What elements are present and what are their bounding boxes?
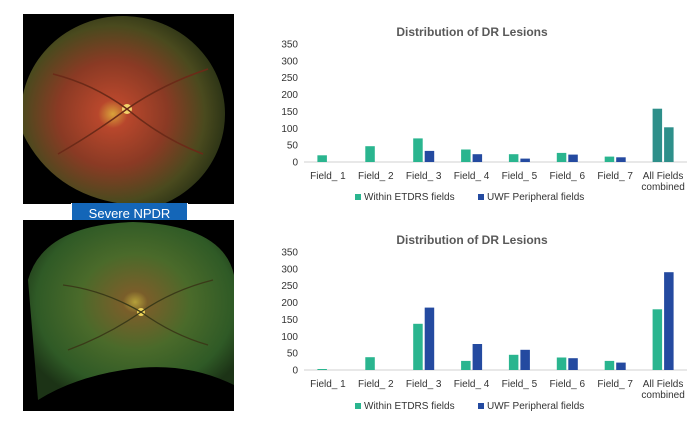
x-tick-label: Field_ 5	[502, 171, 538, 182]
x-tick-label: Field_ 3	[406, 379, 442, 390]
chart-bottom: Distribution of DR Lesions 0 50 100 150 200 2…	[262, 226, 692, 426]
legend-label-uwf: UWF Peripheral fields	[487, 192, 584, 203]
y-tick-label: 250	[281, 281, 298, 292]
bar-within-3	[413, 323, 423, 370]
y-tick-label: 150	[281, 107, 298, 118]
x-tick-label: Field_ 4	[454, 171, 490, 182]
bar-within-5	[508, 154, 519, 162]
bar-within-1	[317, 369, 327, 370]
chart-title: Distribution of DR Lesions	[396, 233, 548, 247]
chart-title: Distribution of DR Lesions	[396, 25, 548, 39]
bar-within-6	[556, 152, 567, 162]
x-tick-label: All Fields combined	[641, 171, 684, 193]
x-tick-label: All Fields combined	[641, 379, 684, 401]
x-tick-label: Field_ 6	[550, 171, 586, 182]
x-tick-label: Field_ 6	[550, 379, 586, 390]
chart-svg-bottom: Distribution of DR Lesions 0 50 100 150 200 2…	[281, 233, 687, 412]
y-tick-label: 50	[287, 141, 299, 152]
y-tick-label: 350	[281, 248, 298, 259]
x-tick-label: Field_ 7	[597, 379, 633, 390]
x-tick-label: Field_ 3	[406, 171, 442, 182]
y-tick-label: 150	[281, 315, 298, 326]
x-tick-label: Field_ 4	[454, 379, 490, 390]
x-tick-label: Field_ 7	[597, 171, 633, 182]
y-tick-label: 0	[292, 158, 298, 169]
bar-within-7	[604, 360, 615, 370]
x-tick-label: Field_ 2	[358, 171, 394, 182]
y-tick-label: 100	[281, 332, 298, 343]
bar-within-5	[508, 354, 519, 370]
bar-uwf-4	[472, 154, 483, 162]
bar-within-1	[317, 155, 327, 162]
fundus-photo-bottom	[23, 220, 234, 411]
x-tick-label: Field_ 5	[502, 379, 538, 390]
bar-within-8	[652, 309, 663, 370]
chart-svg-top: Distribution of DR Lesions 0 50 100 150 200 2…	[281, 25, 687, 203]
bar-within-6	[556, 357, 567, 370]
bar-uwf-4	[472, 344, 483, 370]
bar-within-8	[652, 108, 663, 162]
bar-within-3	[413, 138, 423, 162]
chart-legend: Within ETDRS fields UWF Peripheral field…	[355, 401, 584, 412]
bar-uwf-7	[616, 362, 626, 370]
bar-uwf-5	[520, 349, 530, 370]
y-tick-label: 0	[292, 366, 298, 377]
bar-uwf-3	[424, 307, 435, 370]
legend-swatch-within	[355, 194, 361, 200]
severity-label: Severe NPDR	[71, 203, 188, 223]
y-tick-label: 250	[281, 73, 298, 84]
chart-legend: Within ETDRS fields UWF Peripheral field…	[355, 192, 584, 203]
bar-uwf-7	[616, 157, 626, 162]
bar-uwf-8	[664, 127, 674, 162]
y-tick-label: 350	[281, 40, 298, 51]
y-tick-label: 100	[281, 124, 298, 135]
x-tick-label: Field_ 1	[310, 379, 346, 390]
x-tick-label: Field_ 1	[310, 171, 346, 182]
y-tick-label: 300	[281, 56, 298, 67]
bar-within-4	[461, 149, 471, 162]
y-tick-label: 200	[281, 298, 298, 309]
bar-uwf-5	[520, 158, 530, 162]
bar-within-2	[365, 357, 375, 370]
bar-within-4	[461, 360, 471, 370]
bar-uwf-3	[424, 150, 435, 162]
legend-swatch-uwf	[478, 194, 484, 200]
bar-within-2	[365, 146, 375, 162]
bar-within-7	[604, 156, 615, 162]
legend-swatch-uwf	[478, 403, 484, 409]
fundus-photo-top	[23, 14, 234, 204]
legend-label-within: Within ETDRS fields	[364, 401, 455, 412]
x-tick-label: Field_ 2	[358, 379, 394, 390]
bar-uwf-6	[568, 154, 578, 162]
legend-swatch-within	[355, 403, 361, 409]
legend-label-uwf: UWF Peripheral fields	[487, 401, 584, 412]
y-tick-label: 200	[281, 90, 298, 101]
bar-uwf-8	[664, 272, 674, 370]
chart-top: Distribution of DR Lesions 0 50 100 150 200 2…	[262, 18, 692, 218]
legend-label-within: Within ETDRS fields	[364, 192, 455, 203]
y-tick-label: 300	[281, 264, 298, 275]
bar-uwf-6	[568, 358, 578, 370]
y-tick-label: 50	[287, 349, 299, 360]
